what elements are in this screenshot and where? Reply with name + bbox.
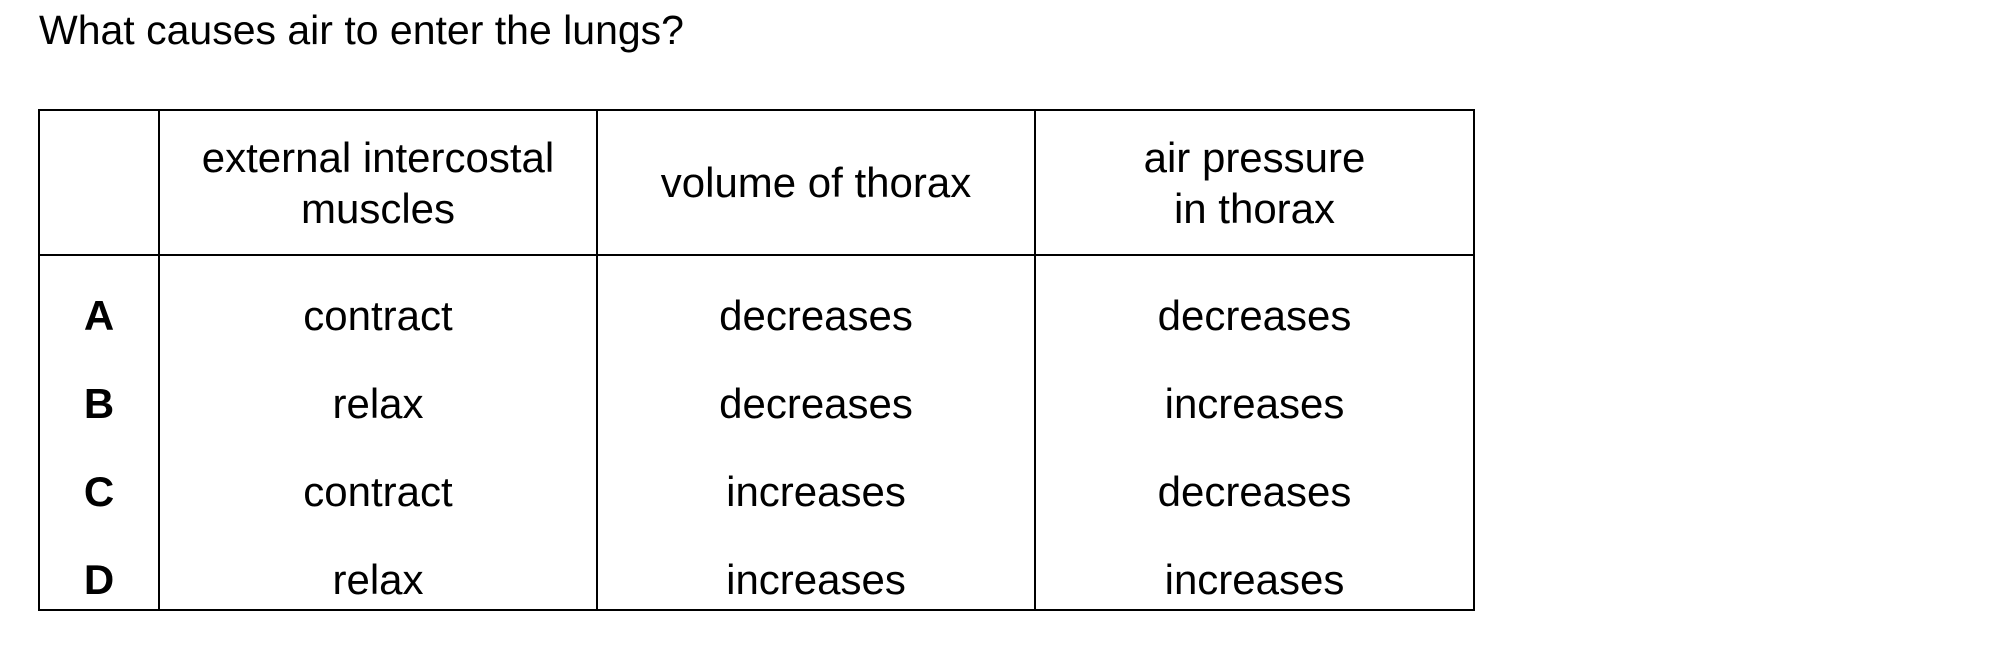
option-letter: A (83, 291, 115, 339)
table-cell-volume: decreases (719, 291, 913, 339)
header-cell-volume: volume of thorax (660, 159, 972, 206)
table-cell-pressure: decreases (1157, 291, 1352, 339)
table-cell-pressure: increases (1164, 555, 1345, 603)
option-letter: C (83, 467, 115, 515)
table-cell-pressure: increases (1164, 379, 1345, 427)
column-divider (596, 111, 598, 609)
table-cell-volume: increases (726, 467, 906, 515)
table-cell-muscles: relax (332, 379, 424, 427)
table-cell-volume: increases (726, 555, 906, 603)
column-divider (158, 111, 160, 609)
table-header-row: external intercostal muscles volume of t… (40, 111, 1473, 256)
table-cell-pressure: decreases (1157, 467, 1352, 515)
column-divider (1034, 111, 1036, 609)
option-letter: D (83, 555, 115, 603)
table-cell-muscles: relax (332, 555, 424, 603)
header-cell-muscles: external intercostal muscles (201, 133, 555, 232)
table-cell-volume: decreases (719, 379, 913, 427)
table-cell-muscles: contract (303, 291, 453, 339)
table-cell-muscles: contract (303, 467, 453, 515)
header-cell-pressure: air pressure in thorax (1143, 133, 1366, 232)
option-letter: B (83, 379, 115, 427)
question-text: What causes air to enter the lungs? (39, 7, 684, 53)
answer-options-table: external intercostal muscles volume of t… (38, 109, 1475, 611)
header-cell-option (40, 111, 158, 254)
